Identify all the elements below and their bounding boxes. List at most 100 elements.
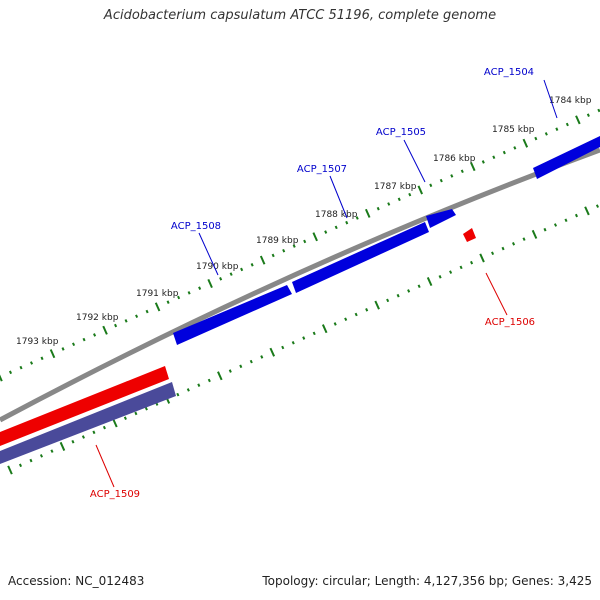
minor-tick [198,286,202,290]
minor-tick [333,322,337,326]
tick-label: 1791 kbp [136,289,179,299]
major-tick [269,347,276,357]
minor-tick [512,242,516,246]
minor-tick [574,213,579,218]
gene-name[interactable]: ACP_1507 [297,164,347,175]
minor-tick [481,160,485,164]
minor-tick [522,237,526,241]
gene-acp-1507[interactable] [292,222,429,293]
gene-label-acp-1508[interactable]: ACP_1508 [171,221,221,276]
gene-name[interactable]: ACP_1504 [484,67,534,78]
minor-tick [450,174,454,178]
minor-tick [93,333,97,337]
minor-tick [324,230,328,234]
gene-label-acp-1506[interactable]: ACP_1506 [485,272,535,328]
minor-tick [29,361,34,365]
major-tick [417,185,424,195]
gene-name[interactable]: ACP_1505 [376,127,426,138]
minor-tick [597,108,600,113]
map-title: Acidobacterium capsulatum ATCC 51196, co… [103,8,497,23]
gene-label-acp-1509[interactable]: ACP_1509 [90,444,140,500]
major-tick [0,374,3,382]
leader-line [403,139,426,183]
major-tick [522,138,529,148]
minor-tick [344,317,348,322]
major-tick [312,232,318,242]
gene-name[interactable]: ACP_1506 [485,317,535,328]
minor-tick [595,204,599,208]
minor-tick [92,430,96,435]
gene-name[interactable]: ACP_1509 [90,489,140,500]
major-tick [426,277,433,287]
tick-label: 1784 kbp [549,96,592,106]
minor-tick [396,293,400,298]
gene-labels: ACP_1504 ACP_1505 ACP_1507 ACP_1508 ACP_1506… [90,67,558,500]
minor-tick [553,223,558,227]
gene-acp-1505[interactable] [426,209,456,228]
minor-tick [544,132,548,136]
minor-tick [102,425,106,430]
minor-tick [71,439,75,444]
minor-tick [408,192,412,197]
minor-tick [260,355,264,359]
major-tick [470,162,476,172]
minor-tick [302,336,306,340]
gene-name[interactable]: ACP_1508 [171,221,221,232]
minor-tick [555,127,559,131]
leader-line [329,175,348,219]
minor-tick [345,220,349,225]
minor-tick [219,277,223,281]
minor-tick [8,370,13,375]
gene-label-acp-1505[interactable]: ACP_1505 [376,127,426,183]
minor-tick [176,392,180,397]
minor-tick [249,359,253,364]
minor-tick [501,246,505,251]
minor-tick [386,298,390,303]
minor-tick [61,347,65,351]
minor-tick [291,341,295,345]
minor-tick [82,337,86,342]
tick-label: 1787 kbp [374,182,417,192]
minor-tick [50,449,54,453]
minor-tick [281,345,285,350]
minor-tick [135,314,139,318]
minor-tick [387,202,391,206]
gene-acp-1508[interactable] [173,285,292,345]
major-tick [112,418,118,428]
gene-acp-1504[interactable] [533,136,600,179]
minor-tick [145,309,149,314]
gene-features [0,136,600,464]
major-tick [217,371,223,381]
tick-label: 1788 kbp [315,210,358,220]
gene-acp-1509[interactable] [0,366,169,446]
minor-tick [72,342,76,347]
gene-label-acp-1504[interactable]: ACP_1504 [484,67,558,119]
minor-tick [197,383,201,387]
minor-tick [417,284,421,289]
gene-acp-1509[interactable] [0,382,176,464]
minor-tick [81,435,85,439]
minor-tick [292,244,296,248]
minor-tick [470,260,474,265]
tick-label: 1785 kbp [492,125,535,135]
minor-tick [355,216,359,220]
minor-tick [40,356,44,361]
minor-tick [534,136,538,141]
major-tick [49,349,56,359]
minor-tick [492,155,496,160]
tick-label: 1793 kbp [16,337,59,347]
minor-tick [124,319,128,323]
minor-tick [177,295,181,300]
minor-tick [376,206,380,211]
inner-tick-track [7,204,599,475]
major-tick [575,115,581,125]
gene-label-acp-1507[interactable]: ACP_1507 [297,164,348,219]
minor-tick [429,183,433,188]
major-tick [102,325,108,335]
minor-tick [228,369,232,373]
outer-tick-track [0,108,600,382]
gene-acp-1506[interactable] [463,228,476,242]
minor-tick [187,291,191,295]
minor-tick [240,267,244,272]
